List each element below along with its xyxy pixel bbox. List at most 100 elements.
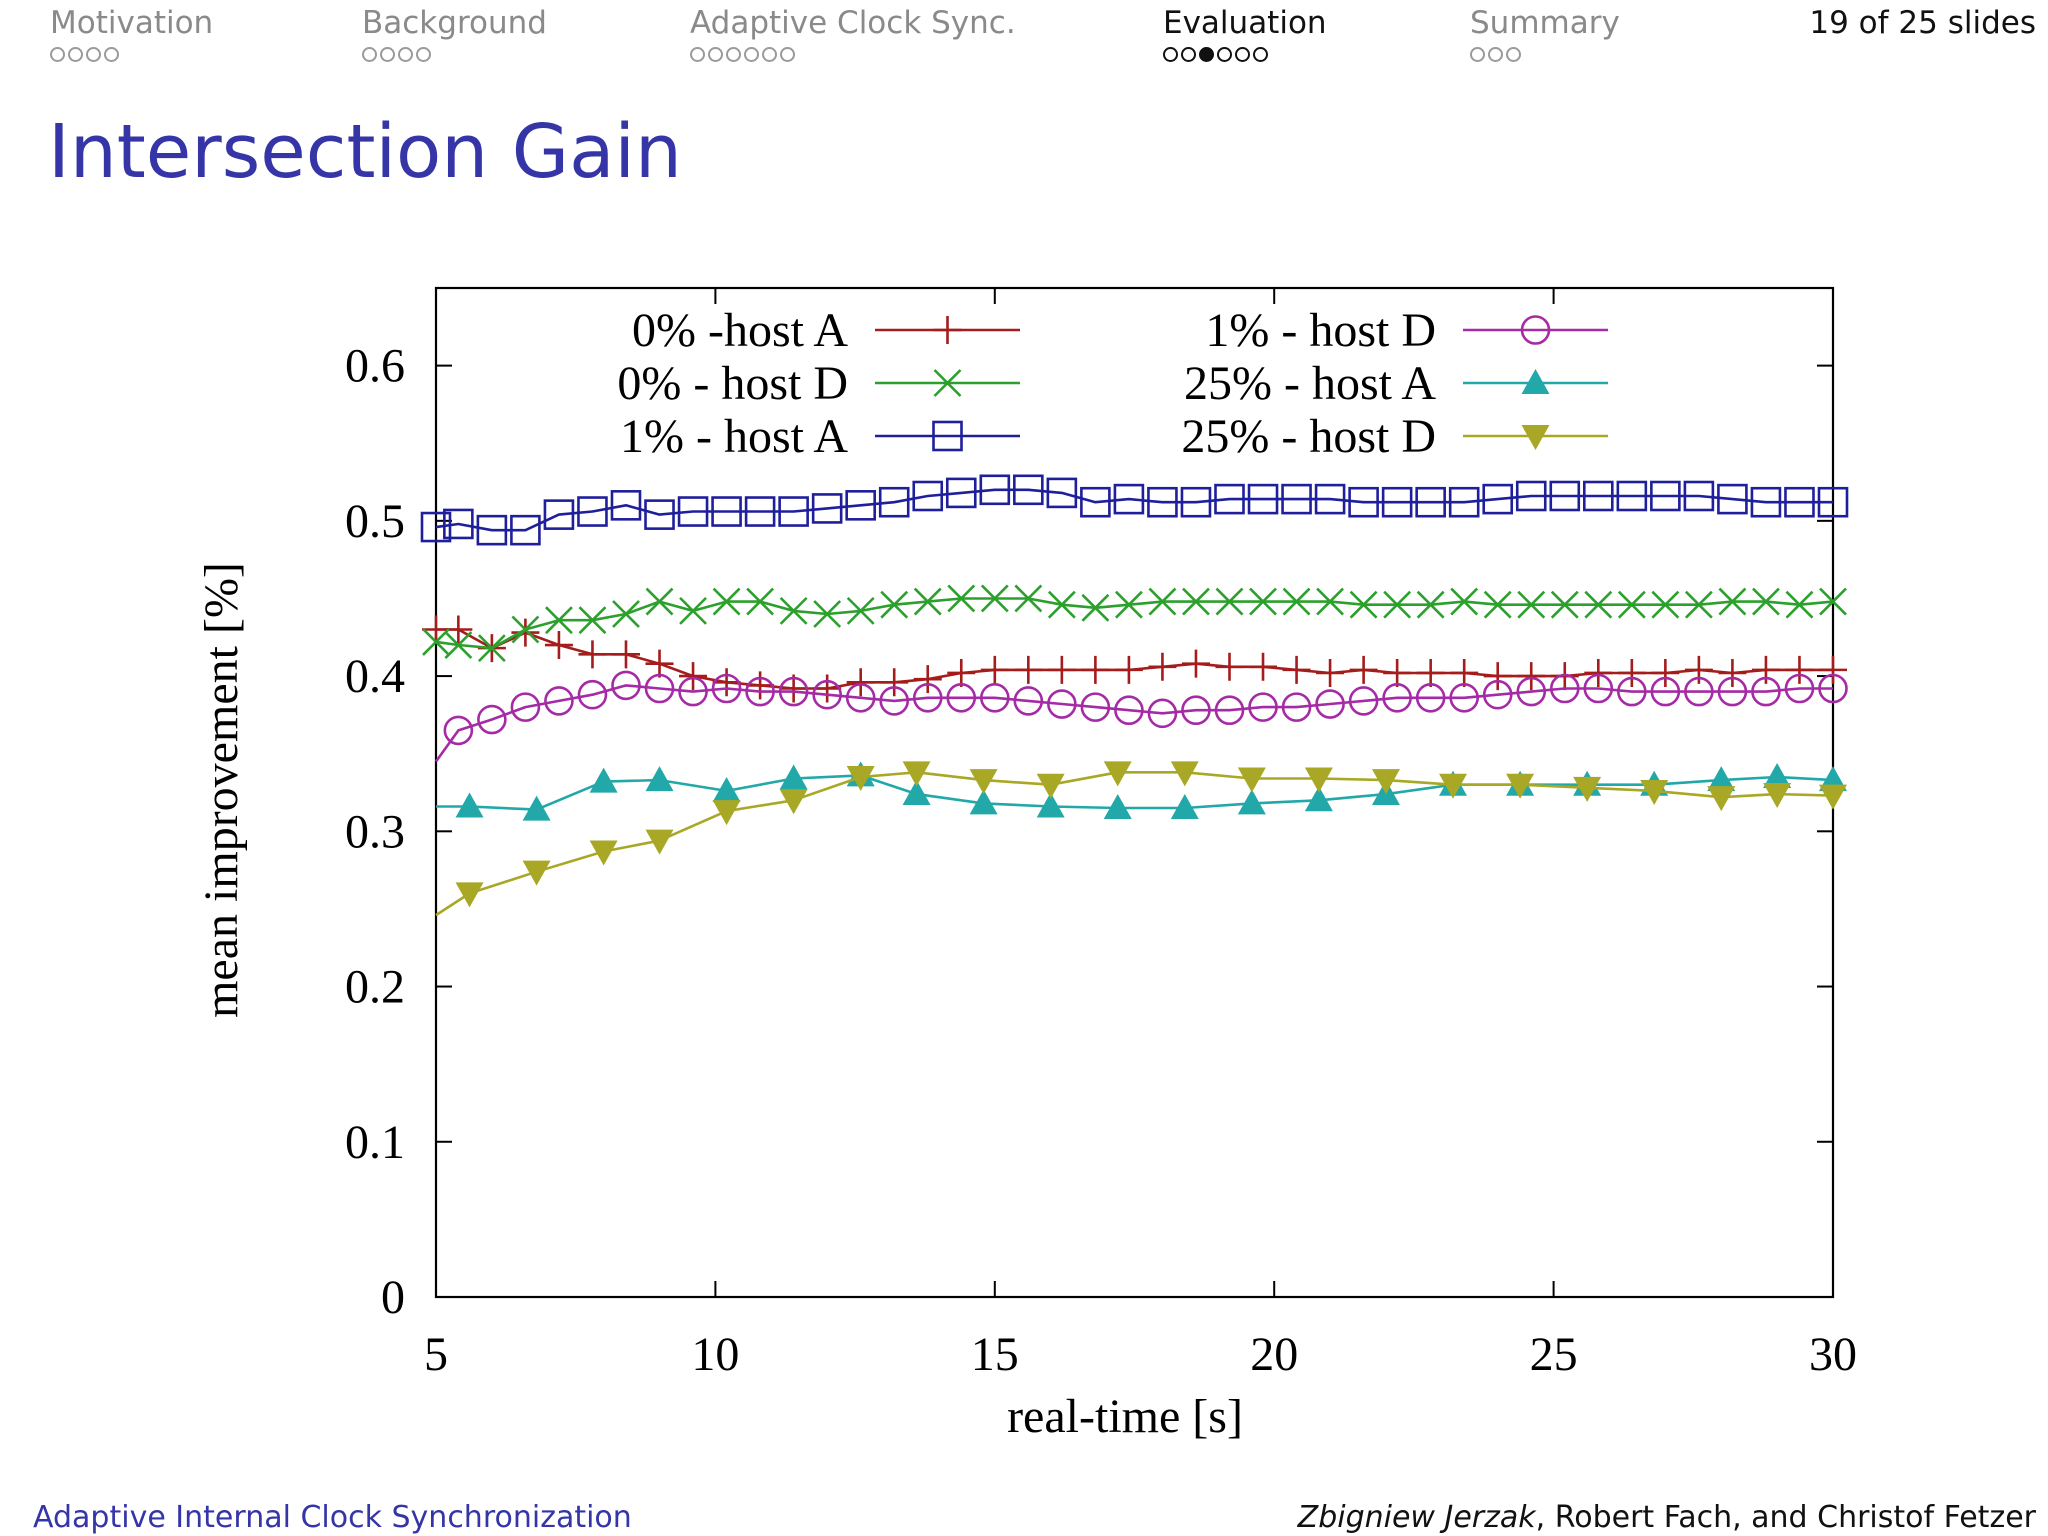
nav-section-background[interactable]: Background bbox=[362, 4, 547, 62]
data-point bbox=[1415, 683, 1446, 713]
data-point bbox=[455, 882, 484, 908]
nav-dot[interactable] bbox=[744, 47, 759, 62]
data-point bbox=[543, 499, 575, 530]
nav-dot-current[interactable] bbox=[1199, 47, 1214, 62]
data-point bbox=[1237, 789, 1266, 815]
nav-dot[interactable] bbox=[86, 47, 101, 62]
data-point bbox=[1616, 480, 1648, 512]
nav-dot[interactable] bbox=[68, 47, 83, 62]
nav-section-motivation[interactable]: Motivation bbox=[50, 4, 213, 62]
nav-dot[interactable] bbox=[1235, 47, 1250, 62]
data-point bbox=[813, 600, 842, 628]
data-point bbox=[1450, 658, 1479, 687]
data-point bbox=[1718, 587, 1747, 616]
data-point bbox=[712, 668, 741, 697]
data-point bbox=[1081, 593, 1110, 622]
series-line bbox=[435, 488, 1833, 532]
series-25pct-host-d bbox=[435, 761, 1847, 917]
data-point bbox=[1717, 483, 1748, 515]
nav-dot[interactable] bbox=[1488, 47, 1503, 62]
legend: 0% -host A0% - host D1% - host A 1% - hos… bbox=[617, 304, 1608, 463]
data-point bbox=[1684, 655, 1713, 684]
nav-dot[interactable] bbox=[104, 47, 119, 62]
data-point bbox=[1170, 794, 1199, 820]
nav-dot[interactable] bbox=[1253, 47, 1268, 62]
nav-dot[interactable] bbox=[708, 47, 723, 62]
data-point bbox=[1147, 698, 1178, 729]
data-point bbox=[1047, 655, 1076, 684]
series-0pct-host-a bbox=[422, 615, 1847, 703]
y-tick-label: 0.4 bbox=[345, 650, 405, 703]
data-point bbox=[1046, 477, 1078, 509]
data-point bbox=[878, 486, 910, 518]
data-point bbox=[1819, 587, 1847, 616]
data-point bbox=[1573, 776, 1602, 802]
data-point bbox=[1482, 483, 1514, 515]
legend-entry-0pct-host-a: 0% -host A bbox=[632, 304, 1020, 357]
nav-dot[interactable] bbox=[762, 47, 777, 62]
data-point bbox=[813, 674, 842, 703]
footer-coauthors: , Robert Fach, and Christof Fetzer bbox=[1535, 1500, 2036, 1535]
nav-dot[interactable] bbox=[780, 47, 795, 62]
nav-dot[interactable] bbox=[50, 47, 65, 62]
x-tick-label: 25 bbox=[1530, 1328, 1578, 1381]
data-point bbox=[778, 676, 809, 707]
data-point bbox=[1763, 762, 1792, 788]
data-point bbox=[1281, 692, 1312, 722]
data-point bbox=[1651, 658, 1680, 687]
data-point bbox=[1304, 786, 1333, 812]
legend-label: 25% - host D bbox=[1181, 410, 1436, 463]
data-point bbox=[1506, 773, 1535, 799]
nav-dot[interactable] bbox=[690, 47, 705, 62]
nav-dot[interactable] bbox=[1470, 47, 1485, 62]
legend-marker bbox=[932, 420, 963, 452]
data-point bbox=[1752, 587, 1780, 616]
data-point bbox=[1103, 794, 1132, 820]
data-point bbox=[1036, 792, 1065, 818]
data-point bbox=[1683, 480, 1715, 512]
data-point bbox=[679, 662, 708, 691]
nav-dot[interactable] bbox=[1163, 47, 1178, 62]
data-point bbox=[1214, 695, 1245, 726]
data-point bbox=[611, 640, 640, 669]
data-point bbox=[1282, 655, 1311, 684]
y-tick-label: 0.3 bbox=[345, 805, 405, 858]
nav-dot[interactable] bbox=[1506, 47, 1521, 62]
data-point bbox=[644, 499, 675, 530]
nav-dot[interactable] bbox=[726, 47, 741, 62]
nav-progress-dots bbox=[362, 47, 547, 62]
data-point bbox=[1717, 676, 1748, 707]
data-point bbox=[577, 496, 608, 527]
data-point bbox=[1080, 486, 1111, 518]
data-point bbox=[1381, 486, 1413, 518]
data-point bbox=[1114, 655, 1143, 684]
data-point bbox=[1247, 483, 1279, 515]
data-point bbox=[1550, 590, 1579, 619]
data-point bbox=[1416, 658, 1445, 687]
data-point bbox=[746, 671, 775, 700]
data-point bbox=[1617, 590, 1646, 619]
nav-section-adaptive-clock-sync[interactable]: Adaptive Clock Sync. bbox=[690, 4, 1016, 62]
nav-dot[interactable] bbox=[398, 47, 413, 62]
data-point bbox=[947, 584, 976, 613]
nav-progress-dots bbox=[690, 47, 1016, 62]
nav-dot[interactable] bbox=[416, 47, 431, 62]
nav-section-evaluation[interactable]: Evaluation bbox=[1163, 4, 1327, 62]
nav-dot[interactable] bbox=[362, 47, 377, 62]
nav-section-summary[interactable]: Summary bbox=[1470, 4, 1620, 62]
nav-dot[interactable] bbox=[380, 47, 395, 62]
legend-marker bbox=[933, 369, 962, 397]
slide-counter: 19 of 25 slides bbox=[1809, 5, 2036, 41]
data-point bbox=[1014, 584, 1043, 613]
data-point bbox=[845, 683, 876, 713]
data-point bbox=[1583, 480, 1614, 512]
series-line bbox=[436, 774, 1834, 811]
data-point bbox=[522, 795, 551, 821]
nav-dot[interactable] bbox=[1217, 47, 1232, 62]
nav-dot[interactable] bbox=[1181, 47, 1196, 62]
data-point bbox=[1439, 773, 1468, 799]
data-point bbox=[610, 490, 642, 521]
data-point bbox=[1817, 486, 1849, 518]
data-point bbox=[511, 618, 540, 647]
legend-label: 25% - host A bbox=[1184, 357, 1436, 410]
